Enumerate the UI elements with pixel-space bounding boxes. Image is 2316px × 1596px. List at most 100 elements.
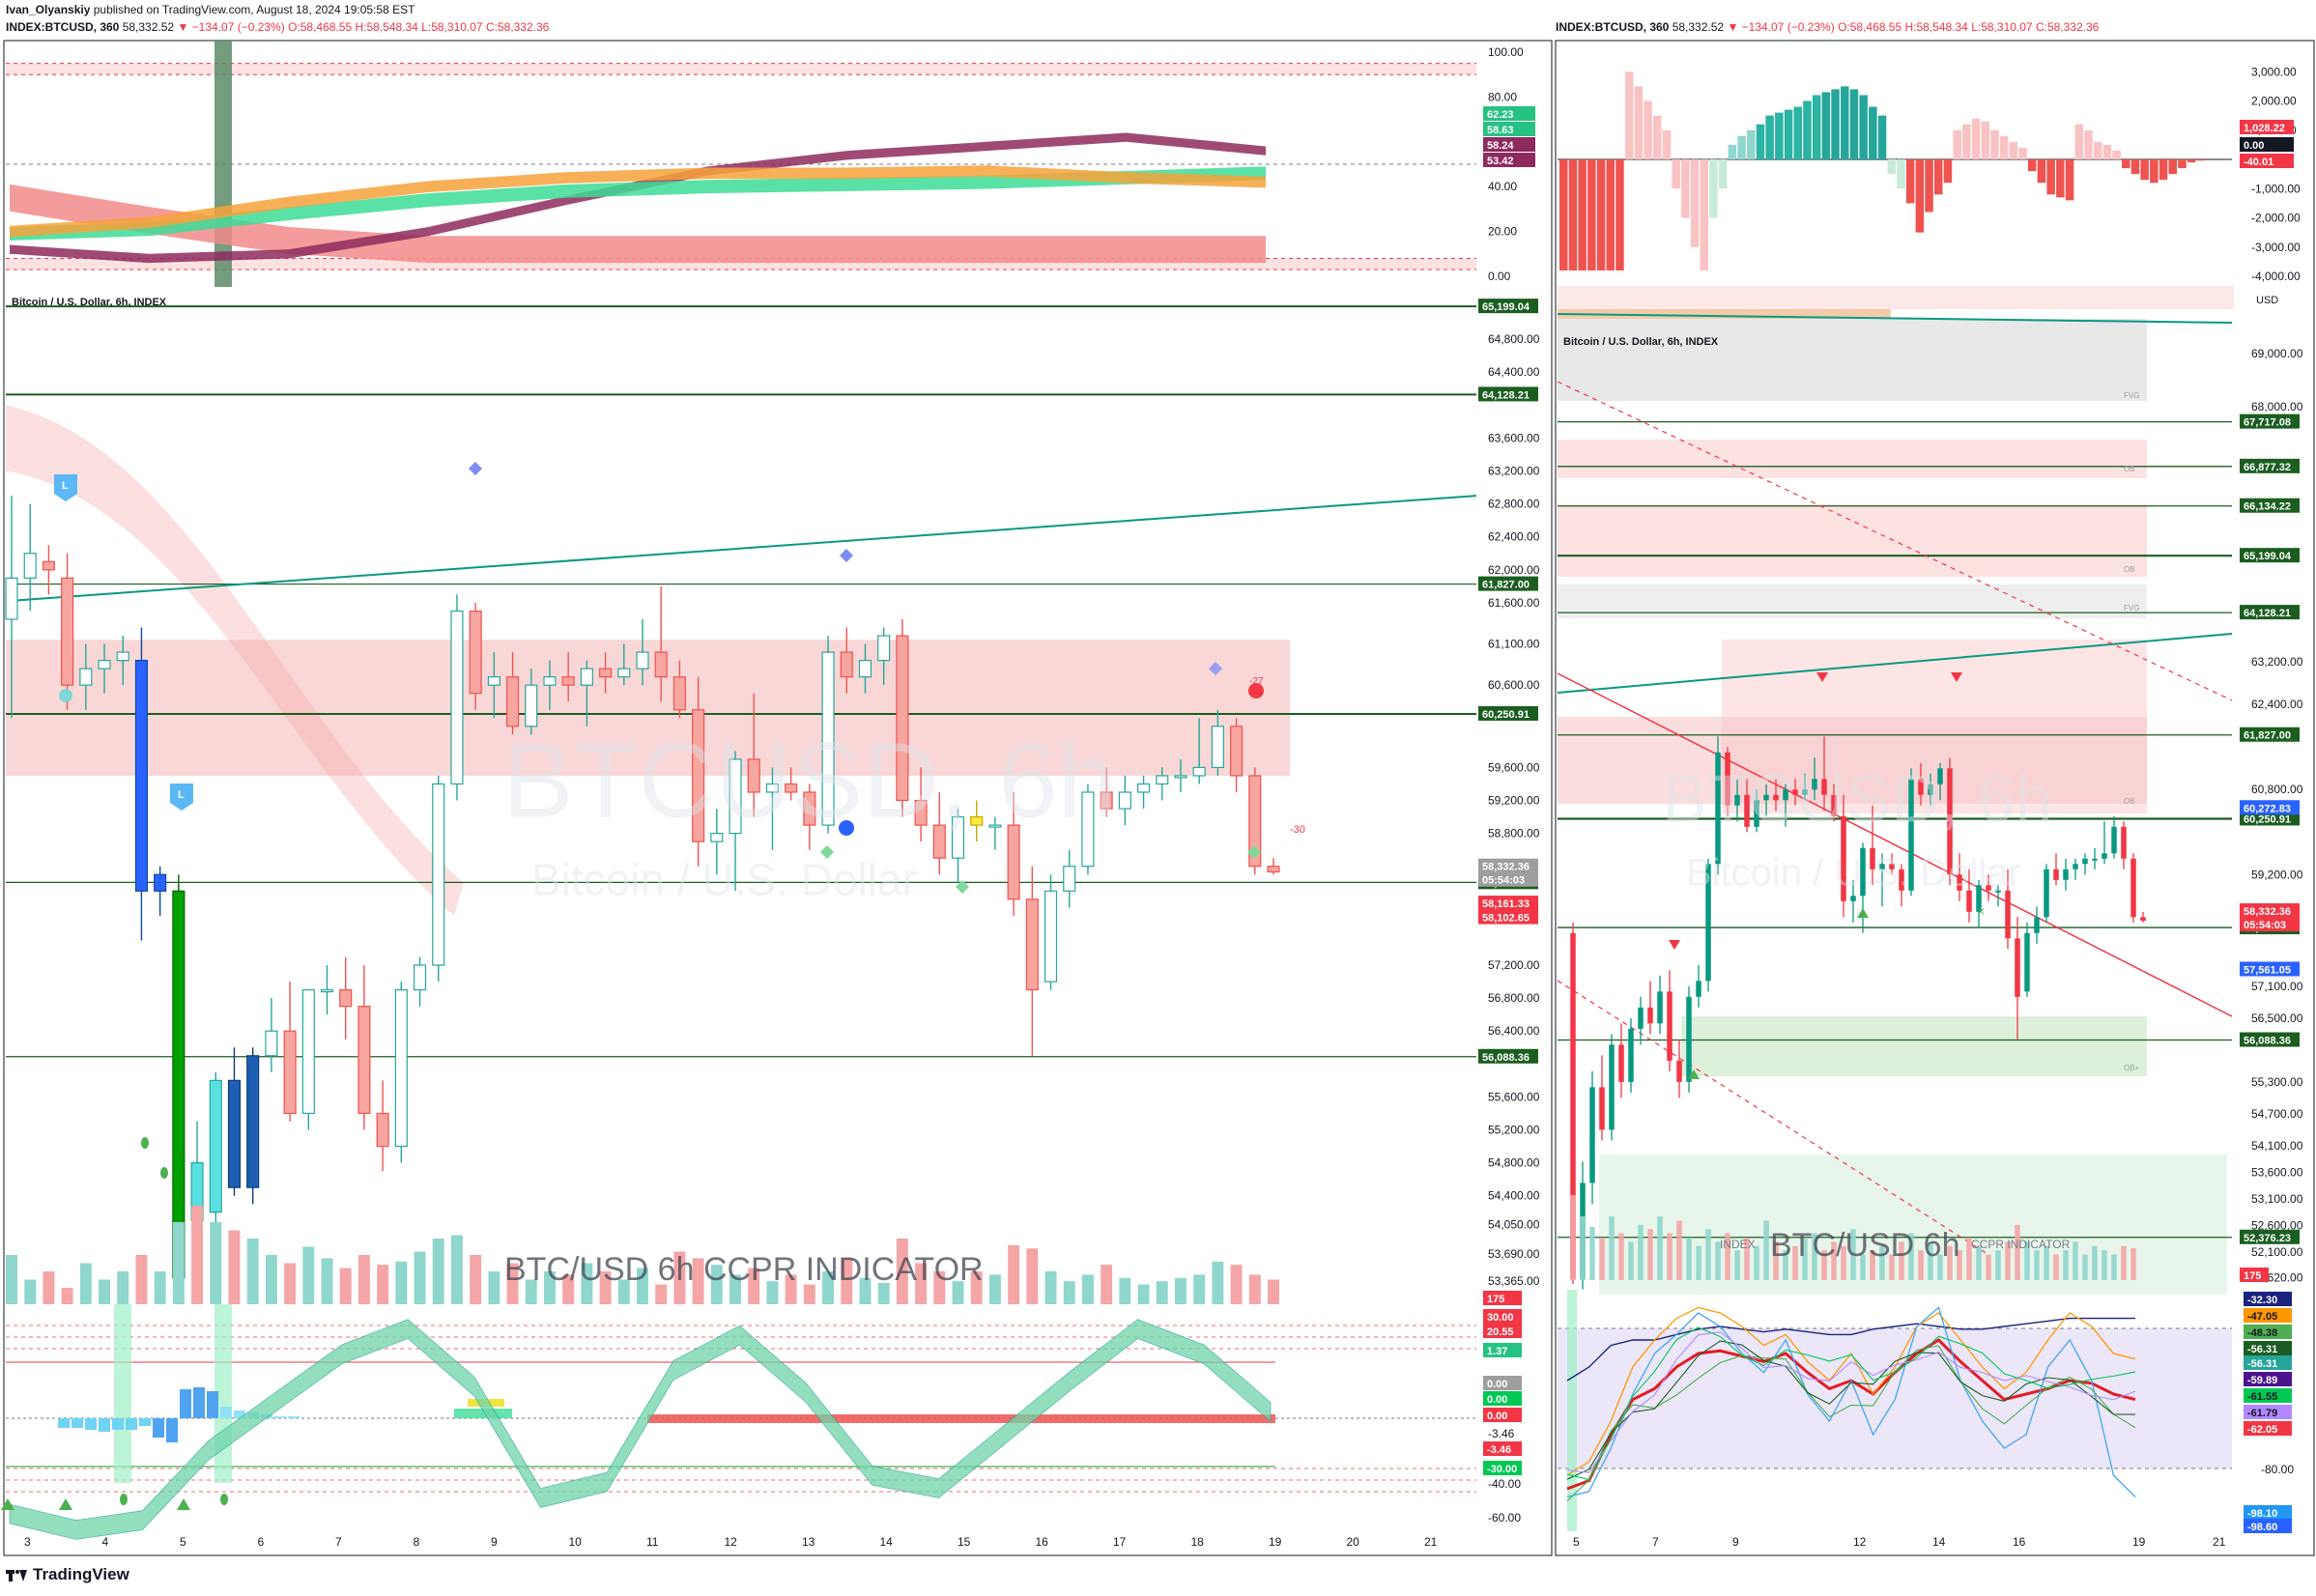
mom-hist-bar [153,1418,164,1438]
candle-body-right [1870,847,1875,869]
volume-bar [1101,1265,1113,1304]
symbol-label[interactable]: INDEX:BTCUSD, 360 [6,20,120,34]
price-tick-label: 62,800.00 [1488,498,1540,511]
hist-bar [1756,124,1765,159]
brand-label: TradingView [33,1565,129,1583]
level-badge-right: 66,134.22 [2240,498,2300,513]
signal-drop [160,1167,168,1179]
candle-body [1118,791,1131,810]
volume-bar [673,1251,686,1304]
last-price-right: 58,332.52 [1672,20,1725,34]
x-tick-right: 7 [1652,1535,1659,1549]
volume-bar-right [1628,1241,1634,1280]
volume-bar [599,1271,612,1304]
volume-bar [1175,1277,1187,1304]
candle-body-right [1744,794,1750,827]
candle-body [116,651,129,662]
signal-circle [1248,683,1264,698]
hist-bar [2112,150,2121,159]
rsi-badge: -56.31 [2244,1341,2292,1355]
volume-bar [1008,1244,1020,1304]
rsi-tick: -80.00 [2261,1463,2294,1476]
candle-body [487,676,500,686]
price-tick-label: 54,050.00 [1488,1218,1540,1232]
signal-diamond [956,880,969,894]
candle-body [1248,775,1262,868]
candle-body-right [1696,981,1701,997]
zone-pink4 [1558,717,2147,804]
price-tick-label: 61,600.00 [1488,596,1540,610]
volume-bar [284,1263,297,1304]
price-badge-right: 57,561.05 [2240,961,2300,977]
volume-watermark-small: CCPR INDICATOR [1971,1238,2071,1251]
volume-bar-right [2063,1250,2069,1280]
mom-hist-bar [166,1418,178,1442]
tradingview-brand[interactable]: TradingView [6,1565,129,1584]
volume-bar [692,1258,704,1304]
price-badge: 58,332.36 [1478,858,1538,873]
candle-body [61,577,74,686]
hist-badge: 0.00 [2240,137,2294,152]
level-badge-right: 52,376.23 [2240,1229,2300,1244]
countdown-badge-text: 05:54:03 [1482,875,1525,887]
mom-badge-text: 175 [1487,1294,1504,1305]
volume-bar-right [1947,1245,1953,1280]
volume-bar-right [1638,1224,1644,1280]
hist-bar [1905,159,1915,204]
volume-bar-right [1773,1241,1779,1280]
mom-badge-text: 0.00 [1487,1379,1507,1390]
osc-badge: 62.23 [1483,106,1535,121]
volume-bar-right [1686,1238,1692,1280]
hist-bar [1690,159,1700,247]
author-name[interactable]: Ivan_Olyanskiy [6,3,91,16]
candle-body-right [1715,752,1721,865]
hist-badge: -40.01 [2240,154,2294,168]
volume-bar-right [1715,1241,1721,1280]
price-tick-right: 59,200.00 [2251,868,2303,881]
candle-body [932,824,946,859]
mom-badge-text: 20.55 [1487,1326,1514,1338]
symbol-label-right[interactable]: INDEX:BTCUSD, 360 [1556,20,1670,34]
mom-hist-bar [220,1407,232,1418]
volume-bar [896,1239,908,1304]
volume-bar [803,1284,815,1304]
rsi-highlight [1567,1290,1577,1531]
up-arrow-icon [59,1498,72,1510]
zone-pink [1558,440,2147,478]
hist-bar [2140,159,2149,181]
candle-body-right [1589,1087,1595,1183]
x-tick-label: 5 [180,1535,186,1549]
signal-diamond [469,462,482,475]
x-tick-label: 12 [725,1535,738,1549]
trend-red [1557,672,2233,1017]
volume-bar-right [1744,1238,1750,1280]
price-tick-right: 69,000.00 [2251,347,2303,360]
volume-bar-right [1986,1254,1991,1280]
mom-badge: 175 [1483,1291,1522,1305]
hist-bar [1615,159,1624,271]
volume-bar-right [1792,1245,1798,1280]
price-badge: 58,161.33 [1478,896,1538,911]
candle-body [1044,890,1058,983]
price-tick-right: 53,100.00 [2251,1192,2303,1206]
volume-bar-right [2044,1245,2049,1280]
trend-teal-top [1557,313,2233,324]
hist-bar [1877,115,1887,159]
hist-bar [2056,159,2065,198]
volume-bar [1137,1284,1150,1304]
price-tick-label: 62,400.00 [1488,530,1540,544]
volume-bar [1193,1274,1206,1304]
rsi-badge: -98.10 [2244,1505,2292,1520]
volume-bar [841,1258,853,1304]
price-badge-right: 58,332.36 [2240,903,2300,919]
up-arrow-icon [177,1498,190,1510]
volume-bar-right [1802,1238,1808,1280]
price-change-right: ▼ −134.07 (−0.23%) [1727,20,1835,34]
volume-bar [1268,1279,1279,1304]
volume-bar-right [1734,1250,1740,1280]
hist-bar [1700,159,1708,271]
trend-red-dash-low [1557,980,1991,1257]
price-tick-right: 53,600.00 [2251,1165,2303,1179]
candle-body-right [2140,917,2146,922]
